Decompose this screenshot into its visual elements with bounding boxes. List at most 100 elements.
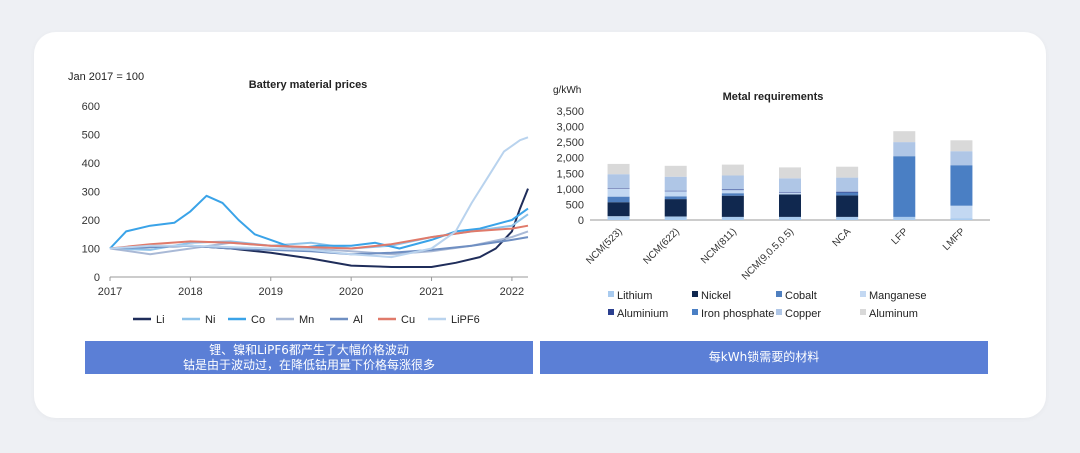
bar-category-label: NCM(523) xyxy=(584,226,624,266)
bar-segment-copper xyxy=(721,175,744,190)
battery-prices-chart: Jan 2017 = 100 Battery material prices 0 10… xyxy=(68,71,529,326)
bar-legend-swatch-aluminum xyxy=(860,309,866,315)
bar-legend-label-manganese: Manganese xyxy=(869,290,927,302)
bar-segment-manganese xyxy=(950,205,973,219)
bar-category-label: NCM(622) xyxy=(641,226,681,266)
bar-y-tick-label: 0 xyxy=(578,215,584,227)
bar-legend-label-nickel: Nickel xyxy=(701,290,731,302)
bar-category-label: NCM(9,0.5,0.5) xyxy=(740,226,796,282)
line-chart-title: Battery material prices xyxy=(249,79,368,91)
bar-segment-copper xyxy=(836,177,859,192)
bar-segment-aluminum xyxy=(836,166,859,178)
bar-segment-aluminum xyxy=(607,163,630,175)
bar-segment-aluminium xyxy=(721,189,744,191)
legend-label-mn: Mn xyxy=(299,314,314,326)
legend-label-al: Al xyxy=(353,314,363,326)
bar-category-label: NCA xyxy=(831,226,854,249)
bar-segment-aluminium xyxy=(664,190,687,192)
bar-segment-cobalt xyxy=(664,196,687,200)
bar-segment-manganese xyxy=(607,188,630,197)
series-line-li xyxy=(109,188,529,268)
bar-legend-swatch-nickel xyxy=(692,291,698,297)
bar-segment-aluminium xyxy=(607,188,630,189)
x-tick-label: 2018 xyxy=(178,286,202,298)
bar-y-tick-label: 1,500 xyxy=(556,168,584,180)
bar-segment-iron-phosphate xyxy=(950,165,973,206)
bar-segment-nickel xyxy=(779,194,801,217)
line-chart-ylabel: Jan 2017 = 100 xyxy=(68,71,144,83)
bar-legend-swatch-manganese xyxy=(860,291,866,297)
bar-segment-aluminum xyxy=(664,165,687,177)
legend-label-li: Li xyxy=(156,314,165,326)
bar-segment-aluminium xyxy=(836,191,859,193)
bar-segment-cobalt xyxy=(721,193,744,196)
bar-legend-label-aluminum: Aluminum xyxy=(869,308,918,320)
bar-segment-copper xyxy=(664,176,687,191)
bar-segment-nickel xyxy=(836,195,859,217)
bar-legend-label-lithium: Lithium xyxy=(617,290,652,302)
legend-label-cu: Cu xyxy=(401,314,415,326)
bar-legend-swatch-copper xyxy=(776,309,782,315)
bar-legend-swatch-cobalt xyxy=(776,291,782,297)
left-caption: 锂、镍和LiPF6都产生了大幅价格波动 钴是由于波动过，在降低钴用量下价格每涨很… xyxy=(85,341,533,374)
bar-segment-lithium xyxy=(607,216,630,220)
bar-category-label: NCM(811) xyxy=(699,226,739,266)
bar-segment-aluminium xyxy=(779,192,801,193)
bar-segment-iron-phosphate xyxy=(893,156,916,217)
bar-segment-nickel xyxy=(607,202,630,217)
bar-legend-label-copper: Copper xyxy=(785,308,821,320)
x-tick-label: 2019 xyxy=(259,286,283,298)
bar-segment-copper xyxy=(950,151,973,166)
right-caption-text: 每kWh锁需要的材料 xyxy=(708,350,820,364)
bar-segment-lithium xyxy=(721,216,744,220)
bar-segment-cobalt xyxy=(836,192,859,196)
series-line-co xyxy=(109,194,529,250)
bar-legend-swatch-aluminium xyxy=(608,309,614,315)
y-tick-label: 400 xyxy=(82,158,100,170)
bar-y-tick-label: 2,500 xyxy=(556,137,584,149)
bar-segment-aluminum xyxy=(721,164,744,176)
left-caption-line-2: 钴是由于波动过，在降低钴用量下价格每涨很多 xyxy=(182,357,435,372)
bar-chart-ylabel: g/kWh xyxy=(553,85,581,96)
bar-segment-nickel xyxy=(721,195,744,217)
y-tick-label: 100 xyxy=(82,244,100,256)
metal-requirements-chart: g/kWh Metal requirements 0 500 1,000 1,500 2,0… xyxy=(553,85,990,320)
bar-y-tick-label: 500 xyxy=(566,199,584,211)
bar-segment-lithium xyxy=(950,218,973,220)
x-tick-label: 2020 xyxy=(339,286,363,298)
bar-segment-nickel xyxy=(664,199,687,217)
bar-segment-lithium xyxy=(836,216,859,220)
bar-segment-lithium xyxy=(779,216,801,220)
bar-chart-title: Metal requirements xyxy=(723,91,824,103)
x-tick-label: 2021 xyxy=(419,286,443,298)
bar-legend-label-aluminium: Aluminium xyxy=(617,308,668,320)
bar-segment-aluminum xyxy=(779,167,801,179)
bar-segment-copper xyxy=(779,178,801,193)
left-caption-line-1: 锂、镍和LiPF6都产生了大幅价格波动 xyxy=(209,342,409,357)
bar-segment-manganese xyxy=(664,191,687,197)
x-tick-label: 2017 xyxy=(98,286,122,298)
y-tick-label: 300 xyxy=(82,187,100,199)
series-line-lipf6 xyxy=(109,136,529,259)
bar-y-tick-label: 2,000 xyxy=(556,153,584,165)
bar-segment-manganese xyxy=(721,190,744,194)
y-tick-label: 600 xyxy=(82,101,100,113)
series-line-cu xyxy=(109,224,529,250)
bar-segment-copper xyxy=(893,142,916,157)
bar-legend-label-iron-phosphate: Iron phosphate xyxy=(701,308,774,320)
legend-label-lipf6: LiPF6 xyxy=(451,314,480,326)
bar-category-label: LFP xyxy=(890,226,911,247)
bar-segment-aluminum xyxy=(893,131,916,143)
right-caption: 每kWh锁需要的材料 xyxy=(540,341,988,374)
bar-legend-label-cobalt: Cobalt xyxy=(785,290,817,302)
legend-label-co: Co xyxy=(251,314,265,326)
bar-segment-manganese xyxy=(779,192,801,195)
legend-label-ni: Ni xyxy=(205,314,215,326)
bar-segment-lithium xyxy=(893,216,916,220)
bar-segment-lithium xyxy=(664,216,687,220)
bar-legend-swatch-iron-phosphate xyxy=(692,309,698,315)
bar-y-tick-label: 1,000 xyxy=(556,184,584,196)
bar-segment-aluminum xyxy=(950,140,973,152)
bar-segment-cobalt xyxy=(607,196,630,203)
